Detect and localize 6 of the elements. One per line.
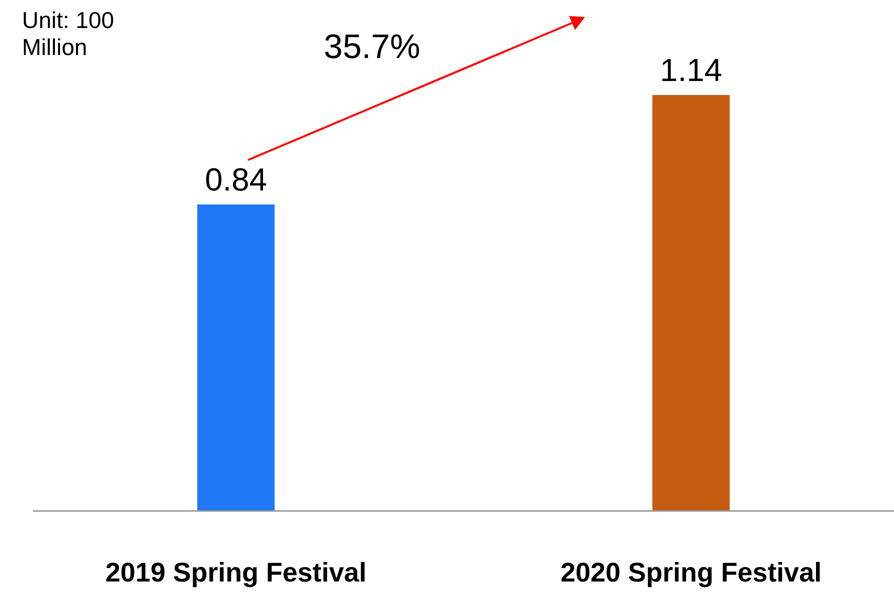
data-label: 1.14 xyxy=(660,52,722,88)
text: Unit: 100 Million xyxy=(22,7,114,60)
x-tick-label: 2019 Spring Festival xyxy=(105,558,367,588)
x-tick-label: 2020 Spring Festival xyxy=(560,558,822,588)
data-label: 0.84 xyxy=(204,161,268,198)
text: 35.7% xyxy=(324,28,420,66)
